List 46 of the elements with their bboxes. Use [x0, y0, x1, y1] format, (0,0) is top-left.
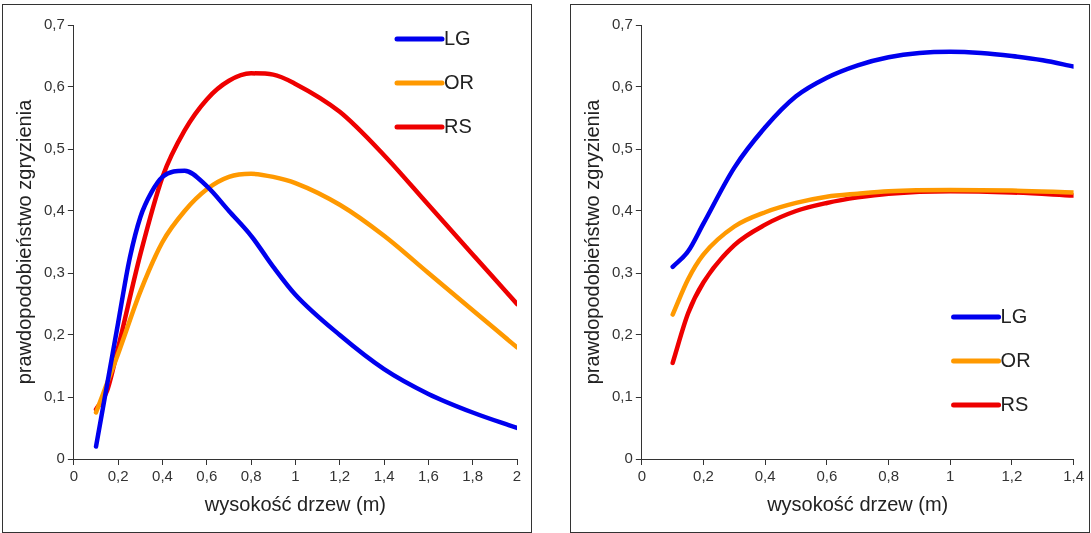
x-tick-label: 1,8 — [462, 467, 484, 485]
x-tick-label: 0,6 — [816, 467, 838, 485]
legend-label: LG — [1000, 304, 1028, 327]
y-tick-label: 0,1 — [43, 387, 65, 405]
y-axis-title: prawdopodobieństwo zgryzienia — [12, 98, 35, 385]
y-tick-label: 0,4 — [611, 201, 633, 219]
y-tick-label: 0,5 — [611, 139, 633, 157]
x-tick-label: 0,2 — [107, 467, 129, 485]
legend-label: OR — [1000, 348, 1031, 371]
x-tick-label: 0,6 — [196, 467, 218, 485]
x-tick-label: 0,8 — [878, 467, 899, 485]
x-tick-label: 1 — [291, 467, 300, 485]
line-series — [670, 49, 1074, 270]
x-tick-label: 1 — [946, 467, 955, 485]
x-tick-label: 0,8 — [240, 467, 262, 485]
x-tick-label: 0,4 — [152, 467, 173, 485]
y-tick-label: 0,3 — [611, 263, 633, 281]
legend-label: LG — [444, 26, 471, 49]
x-axis-title: wysokość drzew (m) — [766, 492, 949, 515]
x-tick-label: 1,4 — [1063, 467, 1084, 485]
x-tick-label: 1,4 — [373, 467, 395, 485]
legend-label: RS — [1000, 392, 1029, 415]
y-tick-label: 0,4 — [43, 201, 65, 219]
x-tick-label: 2 — [512, 467, 522, 485]
y-tick-label: 0 — [624, 449, 633, 467]
x-tick-label: 1,2 — [1001, 467, 1023, 485]
x-tick-label: 0,4 — [754, 467, 776, 485]
y-tick-label: 0,7 — [43, 15, 65, 33]
y-tick-label: 0,5 — [43, 139, 65, 157]
y-tick-label: 0,3 — [43, 263, 65, 281]
x-axis-title: wysokość drzew (m) — [203, 492, 386, 515]
x-tick-label: 0 — [69, 467, 79, 485]
x-tick-label: 0,2 — [693, 467, 714, 485]
y-axis-title: prawdopodobieństwo zgryzienia — [580, 98, 603, 385]
y-tick-label: 0,2 — [43, 325, 65, 343]
x-tick-label: 1,6 — [417, 467, 439, 485]
y-tick-label: 0,1 — [611, 387, 633, 405]
y-tick-label: 0,2 — [611, 325, 633, 343]
legend-label: RS — [444, 114, 472, 137]
y-tick-label: 0 — [56, 449, 65, 467]
y-tick-label: 0,7 — [611, 15, 633, 33]
y-tick-label: 0,6 — [611, 77, 633, 95]
x-tick-label: 1,2 — [329, 467, 351, 485]
legend-label: OR — [444, 70, 474, 93]
x-tick-label: 0 — [637, 467, 647, 485]
y-tick-label: 0,6 — [43, 77, 65, 95]
